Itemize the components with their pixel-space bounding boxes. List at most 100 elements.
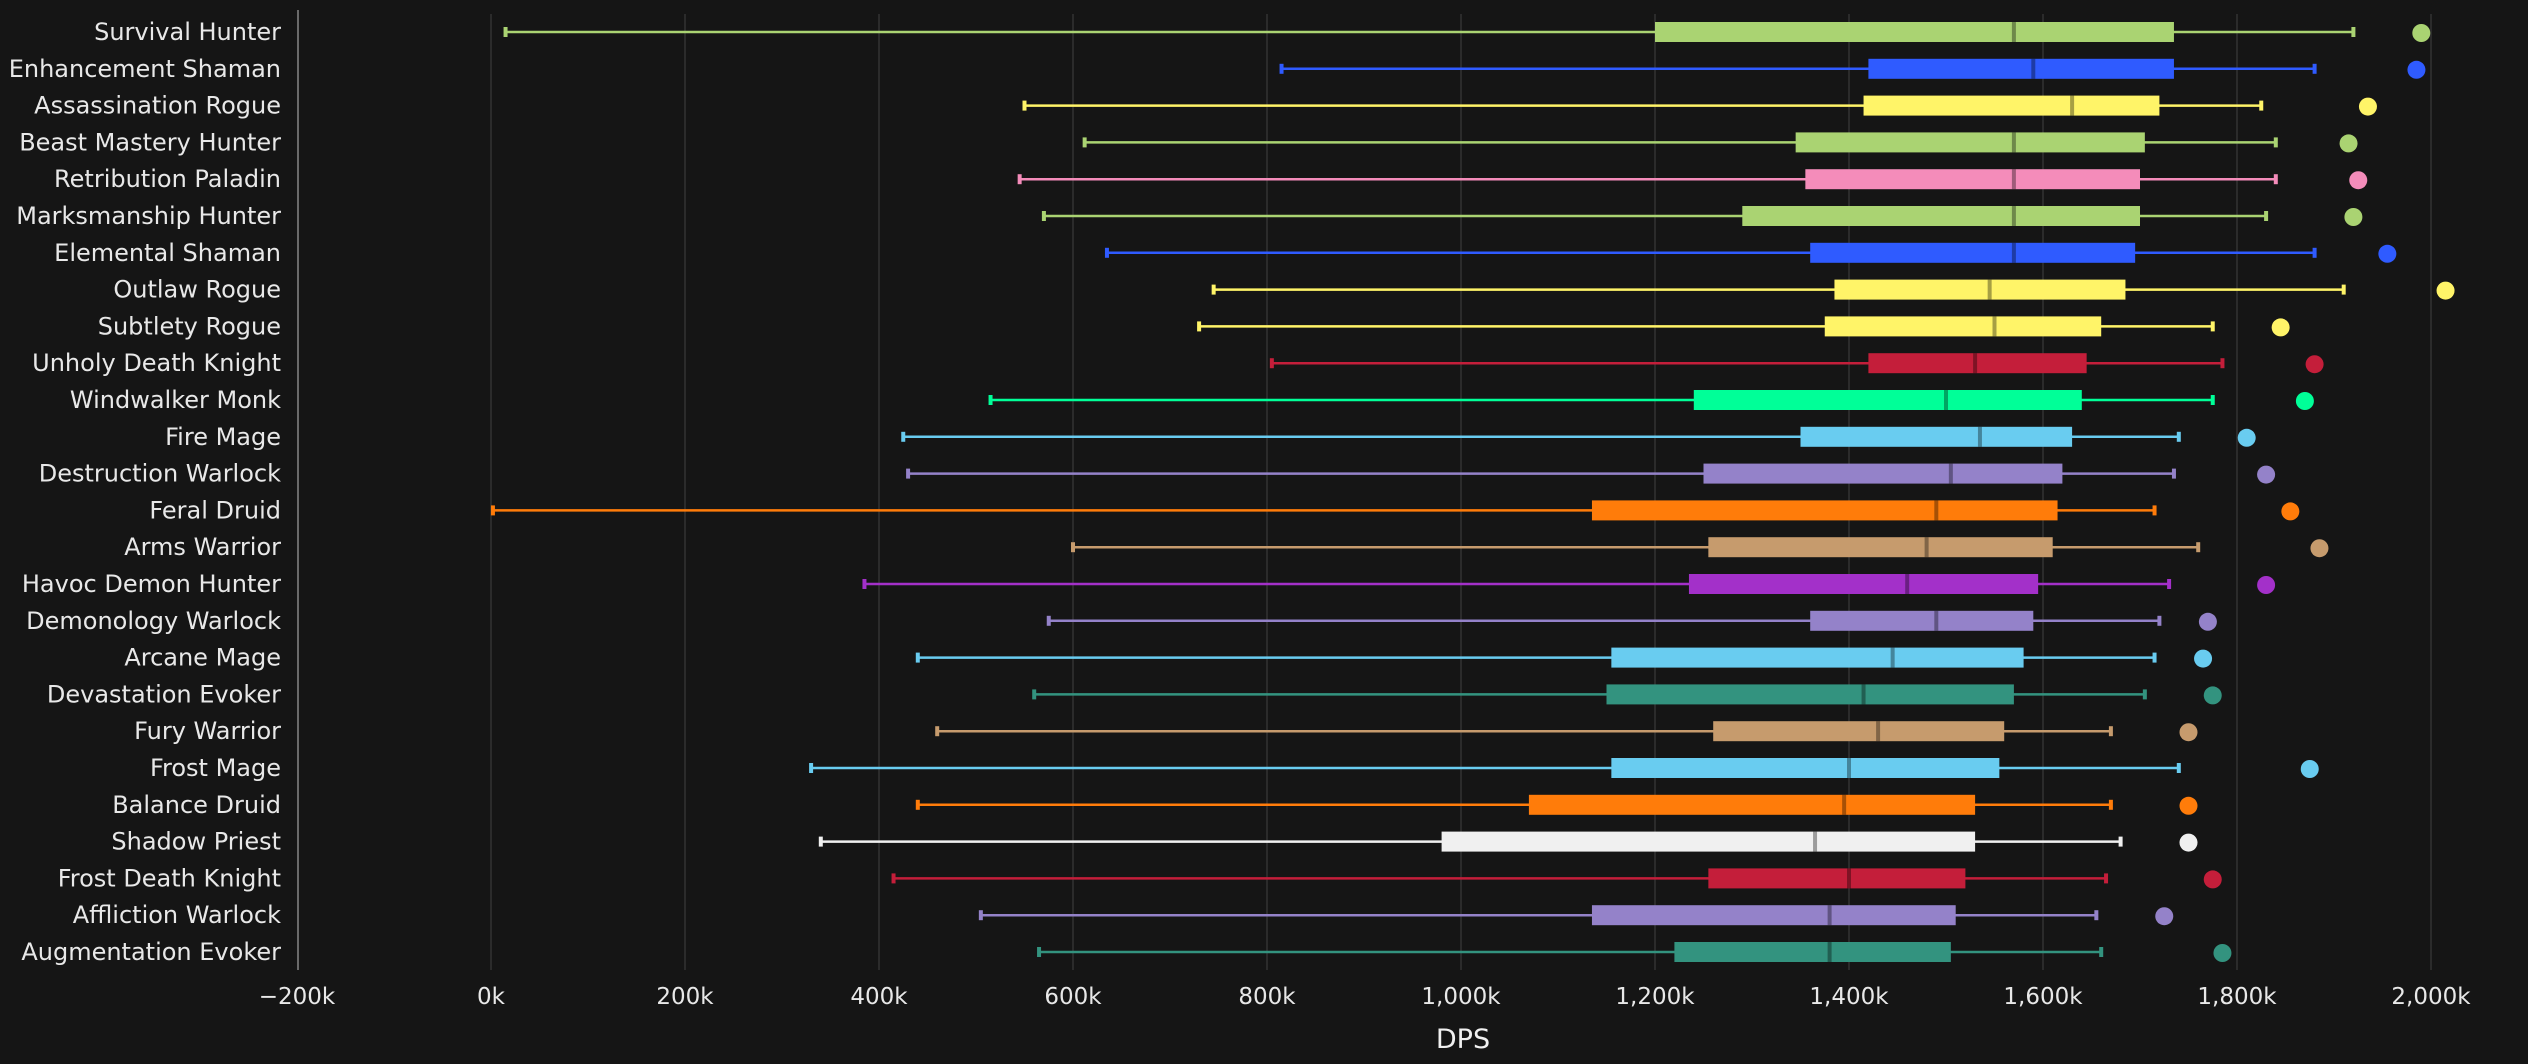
category-label: Fury Warrior: [134, 717, 281, 745]
category-label: Frost Death Knight: [58, 864, 281, 892]
outlier-point: [2436, 281, 2455, 300]
category-label: Subtlety Rogue: [98, 312, 281, 340]
category-label: Fire Mage: [165, 423, 281, 451]
box-iqr: [1591, 500, 2058, 521]
box-iqr: [1441, 831, 1976, 852]
box-iqr: [1708, 868, 1966, 889]
box-iqr: [1674, 942, 1951, 962]
x-tick-label: 1,800k: [2197, 984, 2277, 1010]
box-row: [1197, 316, 2290, 337]
category-label: Devastation Evoker: [47, 680, 281, 708]
box-row: [1032, 684, 2222, 705]
outlier-point: [2179, 833, 2198, 852]
box-iqr: [1611, 758, 2000, 778]
outlier-point: [2198, 612, 2217, 631]
category-label: Augmentation Evoker: [21, 938, 281, 966]
outlier-point: [2203, 686, 2222, 705]
category-label: Retribution Paladin: [54, 165, 281, 193]
category-label: Survival Hunter: [94, 18, 281, 46]
box-row: [1104, 242, 2397, 263]
outlier-point: [2300, 760, 2319, 778]
category-label: Enhancement Shaman: [9, 55, 281, 83]
box-iqr: [1868, 353, 2087, 374]
category-label: Unholy Death Knight: [32, 349, 281, 377]
category-label: Assassination Rogue: [34, 92, 281, 120]
x-tick-label: 800k: [1238, 984, 1296, 1010]
gridlines: [490, 14, 2432, 970]
category-label: Affliction Warlock: [73, 901, 281, 929]
box-iqr: [1688, 574, 2039, 594]
outlier-point: [2305, 355, 2324, 374]
box-iqr: [1742, 206, 2140, 226]
category-label: Outlaw Rogue: [113, 276, 281, 304]
category-label: Demonology Warlock: [26, 607, 281, 635]
outlier-point: [2412, 24, 2431, 42]
outlier-point: [2194, 649, 2213, 668]
box-iqr: [1713, 721, 2005, 742]
box-iqr: [1795, 132, 2145, 153]
box-iqr: [1655, 22, 2174, 42]
x-tick-label: −200k: [259, 984, 336, 1010]
outlier-point: [2237, 428, 2256, 447]
box-row: [906, 463, 2276, 484]
category-label: Havoc Demon Hunter: [22, 570, 281, 598]
outlier-point: [2213, 944, 2232, 962]
box-row: [1071, 537, 2329, 558]
outlier-point: [2407, 60, 2426, 79]
box-row: [1022, 95, 2377, 116]
x-tick-label: 1,000k: [1421, 984, 1501, 1010]
box-iqr: [1805, 169, 2140, 190]
box-iqr: [1824, 316, 2102, 337]
box-iqr: [1800, 426, 2073, 447]
box-row: [901, 426, 2256, 447]
box-iqr: [1810, 610, 2034, 631]
box-row: [1082, 132, 2358, 153]
outlier-point: [2358, 97, 2377, 116]
box-row: [1017, 169, 2368, 190]
box-row: [503, 22, 2431, 42]
box-iqr: [1528, 794, 1976, 815]
box-iqr: [1606, 684, 2014, 705]
box-row: [490, 500, 2300, 521]
outlier-point: [2378, 244, 2397, 263]
box-row: [1269, 353, 2324, 374]
box-iqr: [1863, 95, 2160, 116]
box-iqr: [1834, 279, 2126, 300]
box-iqr: [1703, 463, 2063, 484]
box-row: [915, 647, 2213, 668]
x-tick-label: 1,600k: [2003, 984, 2083, 1010]
outlier-point: [2257, 465, 2276, 484]
x-tick-label: 0k: [477, 984, 506, 1010]
outlier-point: [2179, 796, 2198, 815]
box-row: [1041, 206, 2363, 226]
category-label: Marksmanship Hunter: [16, 202, 281, 230]
box-row: [935, 721, 2198, 742]
box-iqr: [1868, 58, 2174, 79]
category-label: Arcane Mage: [124, 644, 281, 672]
box-row: [862, 574, 2276, 594]
box-row: [809, 758, 2319, 778]
outlier-point: [2271, 318, 2290, 337]
x-tick-label: 1,200k: [1615, 984, 1695, 1010]
outlier-point: [2203, 870, 2222, 889]
box-row: [891, 868, 2222, 889]
outlier-point: [2179, 723, 2198, 742]
box-row: [1211, 279, 2455, 300]
category-label: Balance Druid: [112, 791, 281, 819]
category-label: Shadow Priest: [111, 828, 281, 856]
category-label: Beast Mastery Hunter: [19, 128, 281, 156]
outlier-point: [2349, 171, 2368, 190]
box-series-group: [490, 22, 2455, 962]
box-iqr: [1693, 390, 2082, 410]
outlier-point: [2339, 134, 2358, 153]
outlier-point: [2155, 907, 2174, 926]
box-row: [1037, 942, 2232, 962]
x-tick-label: 400k: [850, 984, 908, 1010]
outlier-point: [2281, 502, 2300, 521]
category-label: Windwalker Monk: [70, 386, 281, 414]
outlier-point: [2344, 208, 2363, 226]
box-iqr: [1611, 647, 2024, 668]
outlier-point: [2310, 539, 2329, 558]
